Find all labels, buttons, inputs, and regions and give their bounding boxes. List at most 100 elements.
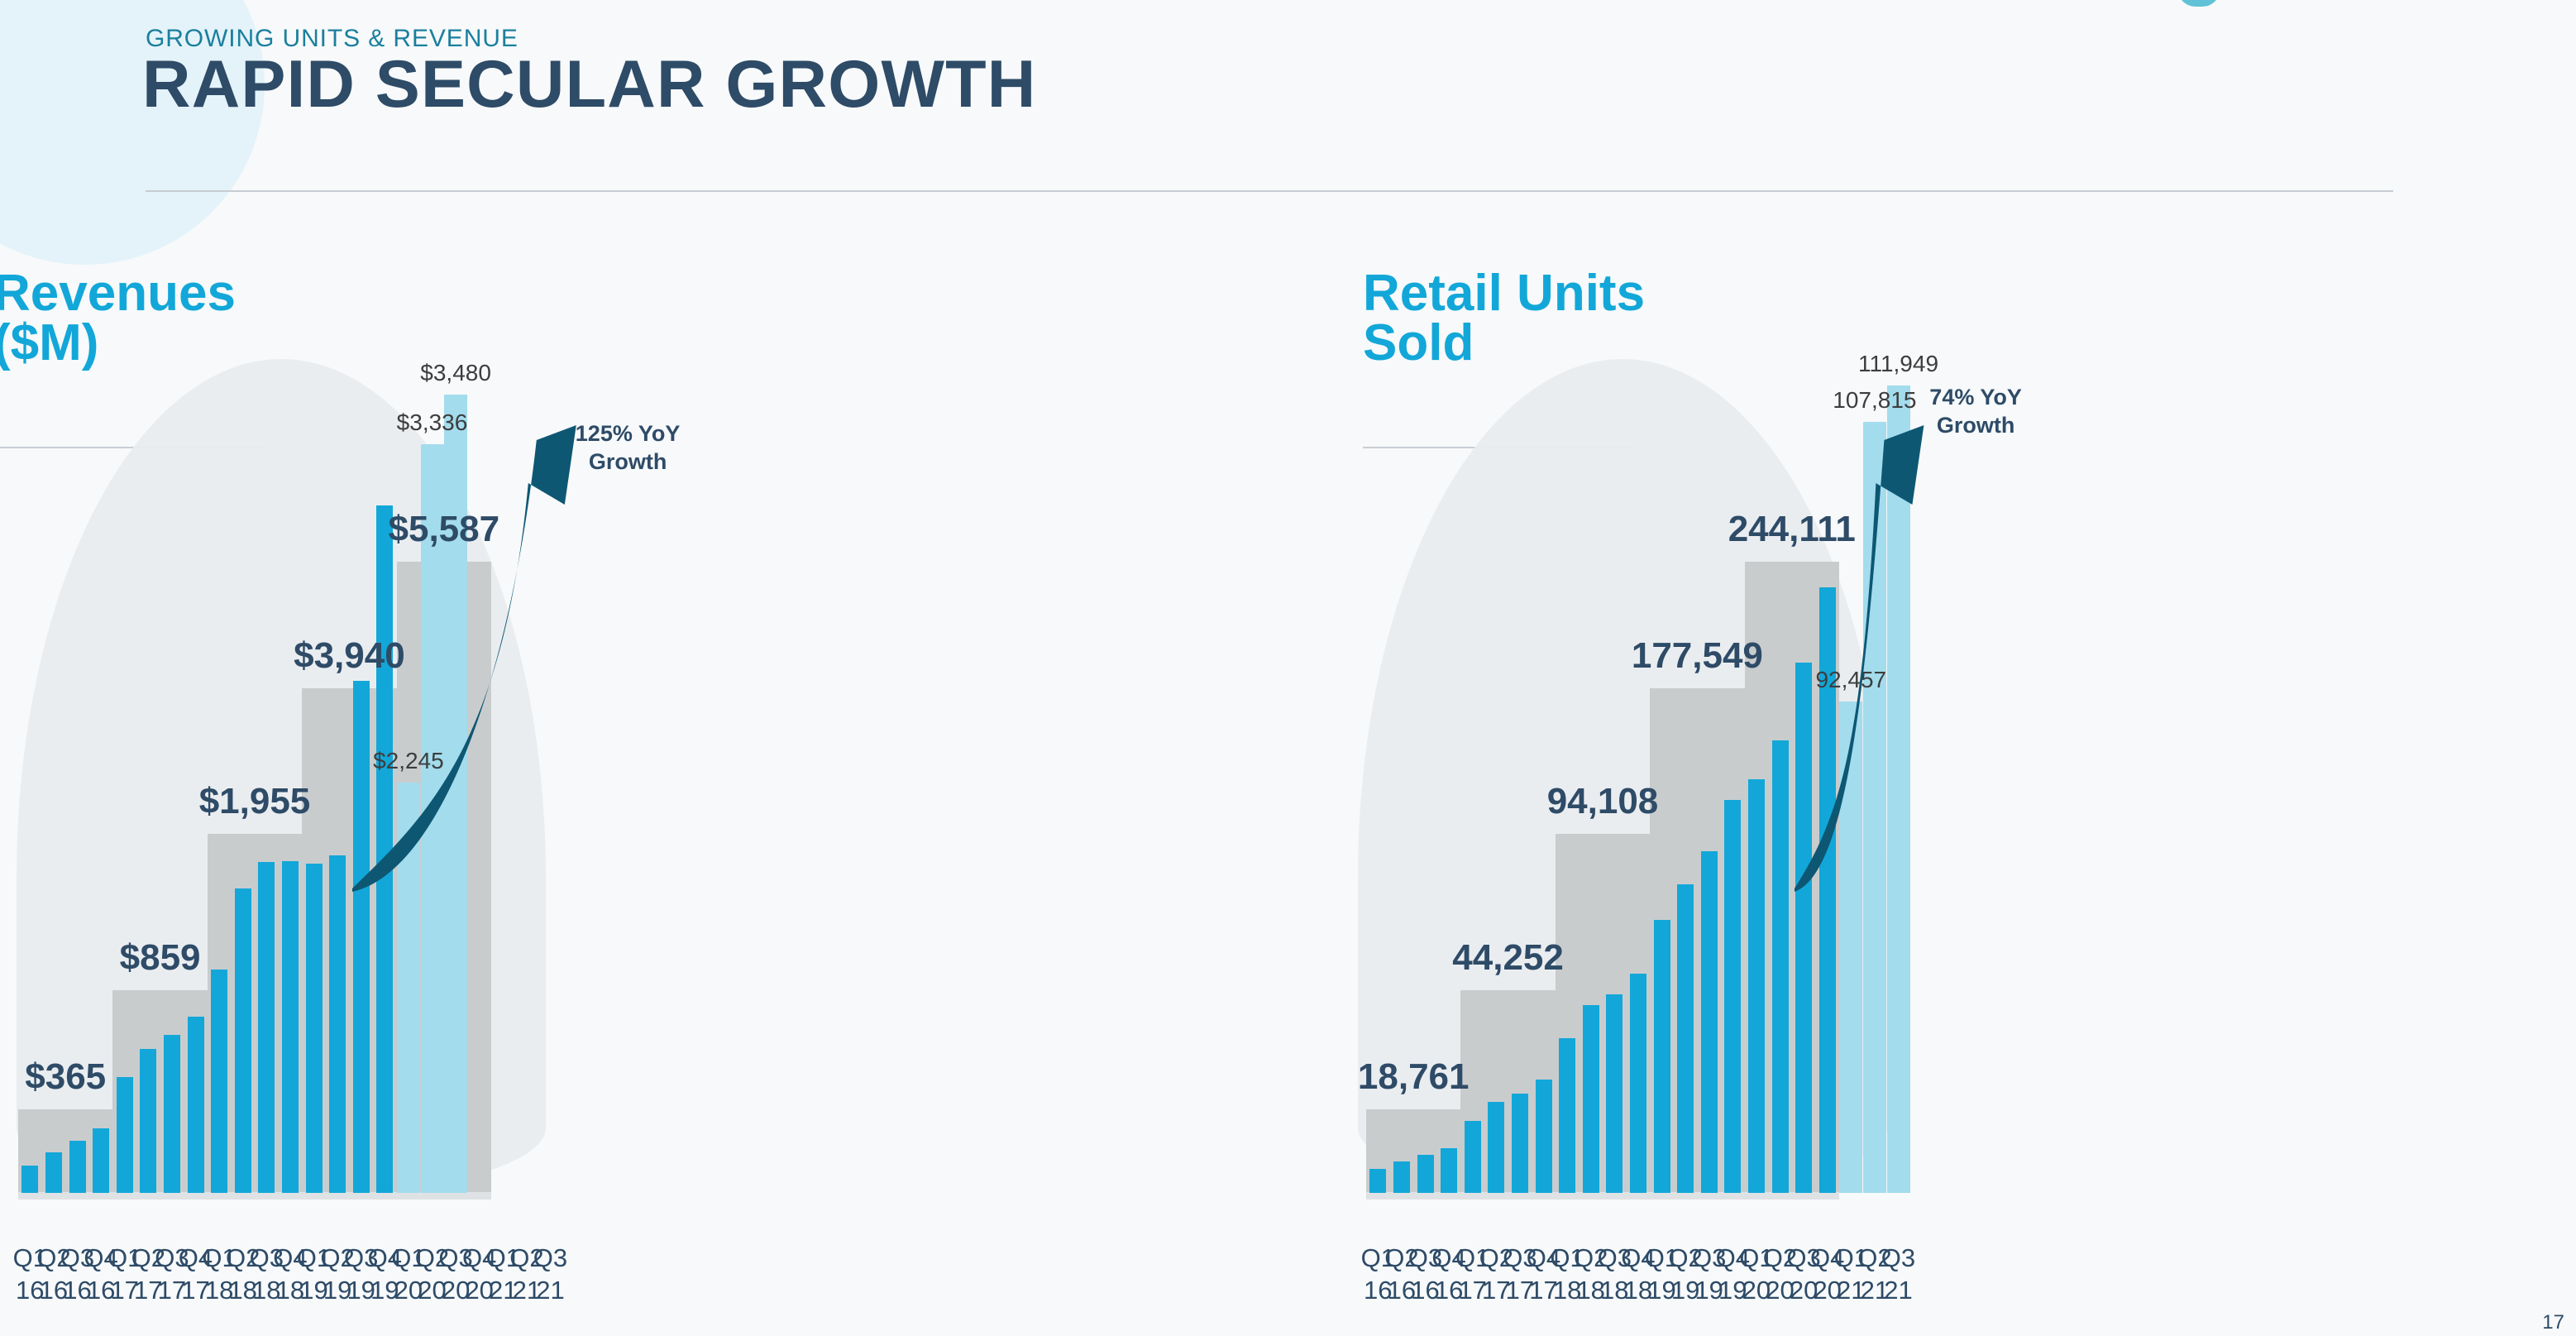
step-baseline (302, 1192, 397, 1200)
quarterly-bar (376, 505, 394, 1193)
x-tick-quarter: Q1 (108, 1243, 142, 1272)
recent-quarter-value-label: $3,336 (396, 409, 468, 436)
x-tick-quarter: Q4 (273, 1243, 308, 1272)
x-tick-year: 17 (110, 1276, 139, 1305)
x-tick-year: 20 (1813, 1276, 1842, 1305)
x-tick-year: 19 (346, 1276, 375, 1305)
quarterly-bar (1653, 919, 1670, 1193)
quarterly-bar (1393, 1161, 1410, 1193)
x-axis-tick: Q3 19 (341, 1242, 381, 1307)
quarterly-bar (1677, 884, 1694, 1193)
slide-eyebrow: GROWING UNITS & REVENUE (146, 25, 519, 52)
quarterly-bar (305, 864, 323, 1193)
step-baseline (207, 1192, 303, 1200)
quarterly-bar (1488, 1101, 1505, 1193)
x-tick-year: 20 (1789, 1276, 1818, 1305)
x-axis-tick: Q1 18 (199, 1242, 240, 1307)
x-axis-tick: Q3 21 (1878, 1242, 1919, 1307)
x-tick-year: 17 (1529, 1276, 1558, 1305)
x-tick-quarter: Q3 (344, 1243, 379, 1272)
x-tick-year: 18 (1623, 1276, 1653, 1305)
step-baseline (1366, 1192, 1461, 1200)
x-tick-year: 17 (1505, 1276, 1535, 1305)
x-tick-year: 16 (63, 1276, 92, 1305)
x-axis-tick: Q2 17 (1476, 1242, 1517, 1307)
quarterly-bar (234, 888, 251, 1193)
x-tick-quarter: Q2 (1857, 1243, 1892, 1272)
x-tick-year: 19 (1718, 1276, 1747, 1305)
x-axis-tick: Q1 17 (1452, 1242, 1493, 1307)
annual-total-label: 94,108 (1546, 781, 1659, 822)
chart-title-retail-units: Retail Units Sold (1363, 265, 1646, 371)
recent-quarter-value-label: 107,815 (1833, 387, 1917, 414)
quarterly-bar (93, 1128, 110, 1193)
quarterly-bar (140, 1048, 157, 1193)
annual-total-label: 244,111 (1728, 509, 1856, 549)
x-axis-tick: Q3 21 (530, 1242, 571, 1307)
x-tick-year: 17 (134, 1276, 163, 1305)
x-tick-year: 17 (181, 1276, 210, 1305)
x-tick-quarter: Q2 (414, 1243, 450, 1272)
quarterly-bar (116, 1077, 133, 1193)
x-tick-quarter: Q2 (1762, 1243, 1798, 1272)
x-axis-tick: Q4 17 (175, 1242, 216, 1307)
recent-quarter-bar (1839, 701, 1863, 1193)
x-tick-year: 18 (275, 1276, 305, 1305)
recent-quarter-bar (396, 783, 420, 1193)
x-tick-quarter: Q3 (1881, 1243, 1916, 1272)
page-title: RAPID SECULAR GROWTH (142, 47, 1037, 122)
x-tick-year: 19 (1694, 1276, 1723, 1305)
chart-title-revenues: Revenues ($M) (0, 265, 236, 371)
x-tick-quarter: Q3 (1407, 1243, 1443, 1272)
recent-quarter-value-label: 111,949 (1857, 351, 1939, 377)
x-axis-tick: Q1 21 (1831, 1242, 1871, 1307)
annual-total-label: $365 (25, 1056, 107, 1097)
quarterly-bar (45, 1152, 62, 1193)
recent-quarter-bar (1886, 385, 1910, 1193)
quarterly-bar (211, 969, 228, 1193)
header-divider (146, 190, 2393, 192)
quarterly-bar (1535, 1079, 1552, 1193)
x-tick-year: 21 (536, 1276, 565, 1305)
step-baseline (1555, 1192, 1651, 1200)
recent-quarter-value-label: $3,480 (420, 360, 491, 386)
x-tick-quarter: Q1 (1550, 1243, 1584, 1272)
x-tick-year: 20 (1766, 1276, 1795, 1305)
x-axis-tick: Q2 20 (1760, 1242, 1800, 1307)
quarterly-bar (22, 1166, 39, 1193)
annual-total-label: $3,940 (294, 634, 405, 676)
x-axis-tick: Q1 19 (294, 1242, 334, 1307)
x-tick-quarter: Q2 (509, 1243, 544, 1272)
x-tick-year: 20 (394, 1276, 423, 1305)
x-axis-tick: Q3 18 (246, 1242, 287, 1307)
x-axis-tick: Q4 20 (459, 1242, 499, 1307)
x-axis-tick: Q2 18 (1570, 1242, 1611, 1307)
x-tick-year: 19 (370, 1276, 399, 1305)
x-axis-tick: Q4 17 (1523, 1242, 1564, 1307)
x-tick-quarter: Q3 (438, 1243, 473, 1272)
x-tick-quarter: Q3 (533, 1243, 568, 1272)
x-axis-tick: Q3 18 (1594, 1242, 1635, 1307)
x-tick-year: 19 (323, 1276, 352, 1305)
quarterly-bar (1417, 1155, 1434, 1193)
annual-total-label: $5,587 (388, 509, 500, 549)
x-tick-quarter: Q4 (1431, 1243, 1466, 1272)
x-tick-quarter: Q1 (296, 1243, 332, 1272)
x-tick-quarter: Q1 (485, 1243, 520, 1272)
step-baseline (112, 1192, 208, 1200)
x-axis-tick: Q1 20 (389, 1242, 429, 1307)
quarterly-bar (1511, 1094, 1528, 1193)
x-axis-tick: Q2 19 (318, 1242, 358, 1307)
x-tick-quarter: Q3 (249, 1243, 284, 1272)
x-axis-tick: Q3 16 (57, 1242, 98, 1307)
x-tick-quarter: Q4 (1526, 1243, 1561, 1272)
step-baseline (1744, 1192, 1839, 1200)
x-tick-quarter: Q3 (155, 1243, 189, 1272)
x-axis-tick: Q2 21 (1855, 1242, 1895, 1307)
x-tick-year: 16 (1411, 1276, 1440, 1305)
x-tick-quarter: Q3 (1692, 1243, 1727, 1272)
x-tick-year: 17 (157, 1276, 187, 1305)
x-tick-quarter: Q4 (84, 1243, 118, 1272)
chart-panel-retail-units: Retail Units Sold 18,761 44,252 94,108 177,… (1348, 248, 2576, 1315)
quarterly-bar (1795, 663, 1813, 1193)
